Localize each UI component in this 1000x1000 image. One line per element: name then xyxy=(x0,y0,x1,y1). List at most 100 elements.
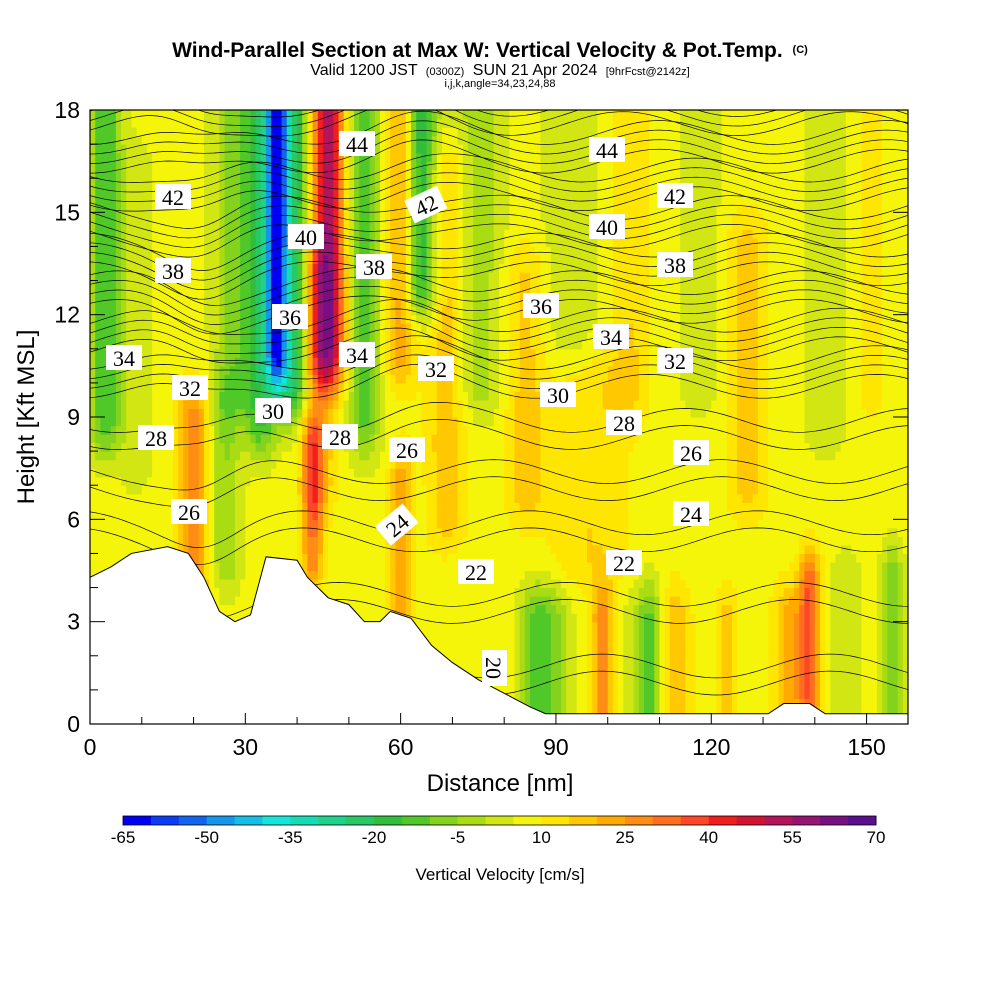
velocity-cell xyxy=(90,212,96,222)
velocity-cell xyxy=(172,289,179,299)
velocity-cell xyxy=(152,297,158,307)
velocity-cell xyxy=(421,417,428,427)
velocity-cell xyxy=(400,348,407,358)
velocity-cell xyxy=(245,553,252,563)
velocity-cell xyxy=(183,144,189,154)
velocity-cell xyxy=(286,391,293,401)
velocity-cell xyxy=(400,127,407,137)
velocity-cell xyxy=(255,203,262,213)
velocity-cell xyxy=(172,527,179,537)
velocity-cell xyxy=(333,144,340,154)
velocity-cell xyxy=(307,391,314,401)
velocity-cell xyxy=(162,297,169,307)
velocity-cell xyxy=(193,399,200,410)
velocity-cell xyxy=(379,493,386,503)
velocity-cell xyxy=(328,237,334,248)
velocity-cell xyxy=(219,365,226,375)
velocity-cell xyxy=(421,152,428,162)
velocity-cell xyxy=(405,289,412,299)
velocity-cell xyxy=(157,340,164,350)
velocity-cell xyxy=(245,323,252,333)
velocity-cell xyxy=(442,272,448,282)
velocity-cell xyxy=(95,442,101,452)
velocity-cell xyxy=(291,425,298,435)
velocity-cell xyxy=(110,527,117,537)
velocity-cell xyxy=(431,536,438,546)
velocity-cell xyxy=(152,519,158,529)
velocity-cell xyxy=(317,331,324,341)
velocity-cell xyxy=(395,263,402,273)
velocity-cell xyxy=(385,118,391,128)
velocity-cell xyxy=(317,254,324,265)
velocity-cell xyxy=(359,220,365,230)
velocity-cell xyxy=(385,459,391,469)
velocity-cell xyxy=(250,254,257,265)
velocity-cell xyxy=(322,587,329,597)
velocity-cell xyxy=(188,297,195,307)
velocity-cell xyxy=(100,144,107,154)
velocity-cell xyxy=(178,442,184,452)
velocity-cell xyxy=(90,161,96,171)
velocity-cell xyxy=(209,110,215,120)
velocity-cell xyxy=(105,408,112,418)
velocity-cell xyxy=(115,544,122,555)
velocity-cell xyxy=(312,152,319,162)
velocity-cell xyxy=(152,493,158,503)
velocity-cell xyxy=(224,374,231,384)
velocity-cell xyxy=(224,203,231,213)
velocity-cell xyxy=(379,118,386,128)
velocity-cell xyxy=(146,280,153,290)
velocity-cell xyxy=(421,527,428,537)
velocity-cell xyxy=(100,289,107,299)
velocity-cell xyxy=(260,323,267,333)
velocity-cell xyxy=(431,587,438,597)
velocity-cell xyxy=(281,127,288,137)
velocity-cell xyxy=(436,297,443,307)
velocity-cell xyxy=(172,459,179,469)
velocity-cell xyxy=(281,544,288,555)
velocity-cell xyxy=(90,186,96,196)
velocity-cell xyxy=(405,169,412,179)
velocity-cell xyxy=(410,118,417,128)
velocity-cell xyxy=(400,468,407,478)
velocity-cell xyxy=(121,323,127,333)
velocity-cell xyxy=(348,186,355,196)
velocity-cell xyxy=(379,229,386,239)
velocity-cell xyxy=(260,246,267,256)
velocity-cell xyxy=(245,408,252,418)
velocity-cell xyxy=(421,493,428,503)
velocity-cell xyxy=(328,135,334,145)
velocity-cell xyxy=(416,468,422,478)
velocity-cell xyxy=(317,110,324,120)
velocity-cell xyxy=(436,323,443,333)
velocity-cell xyxy=(162,519,169,529)
velocity-cell xyxy=(245,476,252,486)
velocity-cell xyxy=(291,391,298,401)
velocity-cell xyxy=(354,459,360,469)
velocity-cell xyxy=(271,195,277,205)
velocity-cell xyxy=(322,451,329,461)
velocity-cell xyxy=(291,348,298,358)
velocity-cell xyxy=(240,502,246,512)
velocity-cell xyxy=(105,493,112,503)
velocity-cell xyxy=(209,451,215,461)
velocity-cell xyxy=(250,306,257,316)
velocity-cell xyxy=(250,544,257,555)
velocity-cell xyxy=(442,144,448,154)
velocity-cell xyxy=(364,510,371,520)
velocity-cell xyxy=(431,630,438,640)
velocity-cell xyxy=(322,306,329,316)
velocity-cell xyxy=(183,169,189,179)
velocity-cell xyxy=(198,493,205,503)
velocity-cell xyxy=(188,280,195,290)
velocity-cell xyxy=(214,152,221,162)
velocity-cell xyxy=(115,220,122,230)
velocity-cell xyxy=(354,553,360,563)
velocity-cell xyxy=(395,382,402,393)
velocity-cell xyxy=(229,553,236,563)
velocity-cell xyxy=(271,485,277,495)
velocity-cell xyxy=(369,280,376,290)
velocity-cell xyxy=(385,417,391,427)
velocity-cell xyxy=(136,229,143,239)
velocity-cell xyxy=(302,212,309,222)
